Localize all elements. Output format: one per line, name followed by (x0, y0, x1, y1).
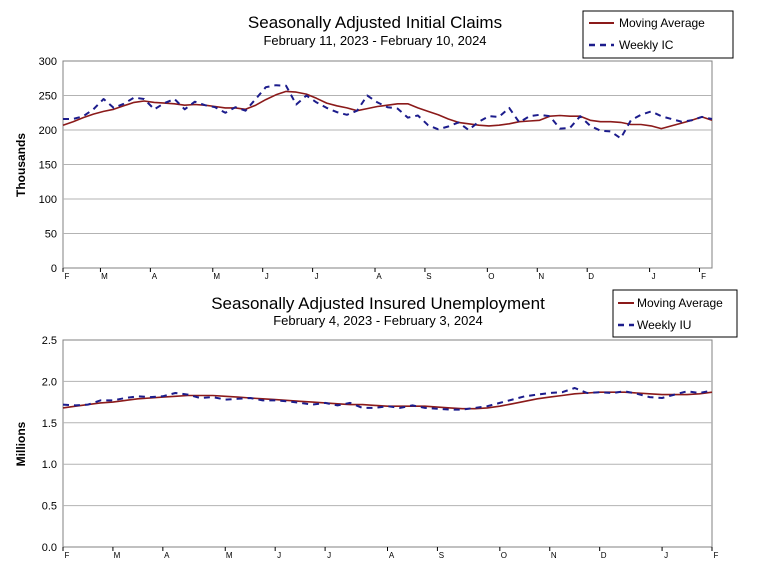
chart-2-plot-frame (62, 339, 713, 548)
chart-1-ytick-label: 100 (39, 194, 57, 206)
chart-1-legend-ma-label: Moving Average (619, 16, 705, 30)
chart-1-xtick-label: J (315, 272, 319, 281)
chart-2-ytick-label: 1.0 (42, 459, 57, 471)
chart-2-xtick-label: F (65, 551, 70, 560)
chart-2-title: Seasonally Adjusted Insured Unemployment (211, 294, 545, 313)
chart-2-ytick-label: 2.0 (42, 376, 57, 388)
chart-1-ytick-label: 250 (39, 91, 57, 103)
chart-1-legend-box (582, 10, 734, 59)
chart-1-xtick-label: M (101, 272, 108, 281)
chart-1-xtick-label: F (65, 272, 70, 281)
chart-2-xtick-label: O (501, 551, 507, 560)
chart-2-xtick-label: A (389, 551, 395, 560)
chart-1-ytick-label: 0 (51, 263, 57, 275)
chart-2-xtick-label: N (551, 551, 557, 560)
chart-2-ylabel: Millions (14, 421, 28, 466)
chart-1-xtick-label: F (701, 272, 706, 281)
chart-1-ytick-label: 200 (39, 125, 57, 137)
chart-2-plot: 0.0 0.5 1.0 1.5 2.0 2.5 F M A M J J A S O N D J F (42, 335, 719, 560)
chart-2-xtick-label: F (714, 551, 719, 560)
chart-1-subtitle: February 11, 2023 - February 10, 2024 (263, 33, 486, 48)
chart-2-ytick-label: 0.0 (42, 542, 57, 554)
chart-2-xtick-label: M (114, 551, 121, 560)
chart-1-title: Seasonally Adjusted Initial Claims (248, 13, 502, 32)
chart-1-xtick-label: A (152, 272, 158, 281)
chart-2-ytick-label: 0.5 (42, 501, 57, 513)
chart-2-xtick-label: S (439, 551, 444, 560)
chart-1-ytick-label: 50 (45, 229, 57, 241)
chart-1-xtick-label: N (538, 272, 544, 281)
chart-1-xtick-label: J (265, 272, 269, 281)
chart-1-series-moving-average-line (62, 90, 713, 130)
chart-1-ylabel: Thousands (14, 133, 28, 197)
chart-2-ytick-label: 2.5 (42, 335, 57, 347)
chart-2-xtick-label: D (601, 551, 607, 560)
chart-2-xtick-label: J (277, 551, 281, 560)
chart-1-ytick-label: 150 (39, 160, 57, 172)
chart-2-series-moving-average-line (62, 391, 713, 410)
chart-2-xtick-label: M (226, 551, 233, 560)
chart-1-legend-weekly-label: Weekly IC (619, 38, 674, 52)
chart-1-xtick-label: S (426, 272, 431, 281)
chart-2-legend: Moving Average Weekly IU (612, 289, 738, 338)
chart-2-legend-box (612, 289, 738, 338)
chart-2-legend-weekly-label: Weekly IU (637, 318, 691, 332)
chart-2-xtick-label: J (664, 551, 668, 560)
chart-2-legend-ma-label: Moving Average (637, 296, 723, 310)
chart-1-legend: Moving Average Weekly IC (582, 10, 734, 59)
chart-1-series-weekly-line (63, 84, 713, 140)
chart-1-xtick-label: O (488, 272, 494, 281)
chart-2-xtick-label: A (164, 551, 170, 560)
chart-1-xtick-label: A (376, 272, 382, 281)
chart-2-subtitle: February 4, 2023 - February 3, 2024 (273, 313, 483, 328)
chart-1-plot: 0 50 100 150 200 250 300 F M A M J J A S O N D J F (39, 56, 713, 281)
chart-1-xtick-label: D (588, 272, 594, 281)
chart-1-ytick-label: 300 (39, 56, 57, 68)
chart-2-ytick-label: 1.5 (42, 418, 57, 430)
chart-1-xtick-label: M (213, 272, 220, 281)
chart-1-xtick-label: J (652, 272, 656, 281)
chart-2-xtick-label: J (327, 551, 331, 560)
